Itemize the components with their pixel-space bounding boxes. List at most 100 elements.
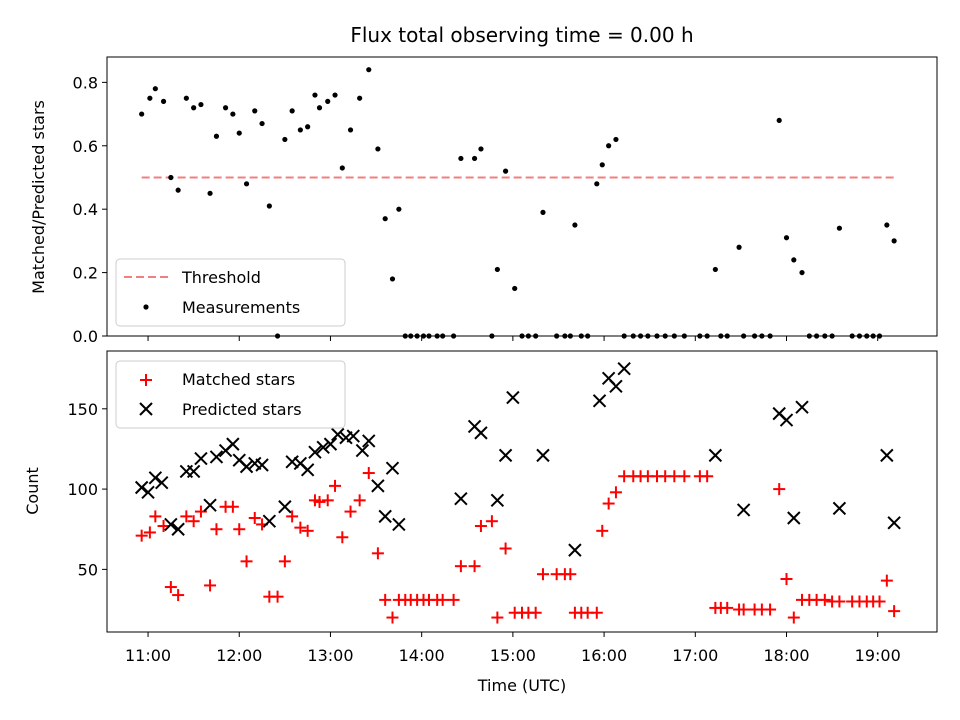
predicted-stars-point [795,400,809,414]
matched-stars-point [499,542,512,555]
measurement-point [213,133,220,139]
predicted-legend-marker [139,402,153,416]
matched-stars-point [833,595,846,608]
matched-stars-point [787,611,800,624]
predicted-stars-point [568,543,582,557]
measurement-point [297,127,303,133]
matched-stars-point [668,470,681,483]
predicted-stars-point [255,458,269,472]
threshold-legend-label: Threshold [181,268,261,287]
x-tick-label: 11:00 [125,646,171,665]
measurement-point [791,257,797,263]
matched-stars-point [278,555,291,568]
matched-stars-point [880,574,893,587]
matched-stars-point [764,603,777,616]
predicted-stars-point [536,448,550,463]
measurement-point [572,222,578,228]
y-tick-label: 0.2 [73,264,98,283]
measurement-point [471,155,478,162]
predicted-stars-point [194,451,208,466]
matched-stars-point [204,579,217,592]
matched-stars-point [180,510,193,523]
matched-stars-point [226,500,239,513]
y-tick-label: 0.0 [73,327,98,346]
matched-stars-point [336,531,349,544]
chart-title: Flux total observing time = 0.00 h [350,23,693,47]
measurement-point [783,235,790,241]
measurement-point [183,95,189,101]
x-tick-label: 13:00 [307,646,353,665]
bottom-legend: Matched stars Predicted stars [115,360,346,429]
x-axis-label: Time (UTC) [477,676,566,695]
measurement-point [357,95,363,101]
top-axes-frame [106,56,938,337]
matched-stars-point [780,573,793,586]
matched-stars-point [329,479,342,492]
measurement-point [282,136,288,143]
matched-stars-point [485,515,498,528]
measurement-point [236,130,242,136]
measurement-point [891,238,897,244]
measurement-point [325,98,331,104]
predicted-stars-point [331,427,345,442]
matched-stars-point [286,510,299,523]
matched-stars-point [271,590,284,603]
predicted-stars-point [316,440,330,455]
matched-stars-point [474,520,487,533]
measurement-point [305,124,311,130]
predicted-stars-point [609,379,623,394]
y-tick-label: 100 [67,480,98,499]
predicted-stars-point [454,492,468,506]
measurement-point [289,108,295,114]
matched-stars-point [353,494,366,507]
predicted-stars-point [378,509,392,524]
measurement-point [712,266,718,273]
measurement-point [366,67,372,73]
measurement-point [139,111,145,117]
matched-stars-point [678,470,691,483]
measurement-point [502,168,509,174]
matched-stars-point [888,605,901,618]
measurement-point [259,120,265,127]
measurement-point [198,101,204,108]
matched-stars-point [210,523,223,536]
measurement-point [594,181,600,187]
matched-stars-point [164,581,177,594]
predicted-stars-point [226,437,240,451]
matched-stars-point [143,526,156,539]
matched-stars-point [371,547,384,560]
x-tick-label: 19:00 [855,646,901,665]
measurement-point [347,127,354,133]
bottom-y-axis-label: Count [23,467,42,515]
y-tick-label: 150 [67,400,98,419]
y-tick-label: 50 [78,560,98,579]
x-tick-label: 14:00 [399,646,445,665]
matched-stars-point [701,470,714,483]
predicted-stars-point [832,501,847,516]
matched-stars-point [248,511,261,524]
predicted-stars-point [141,485,155,500]
measurement-point [332,92,338,98]
matched-stars-point [737,603,750,616]
matched-stars-point [596,524,609,537]
predicted-stars-point [498,448,513,463]
predicted-stars-point [490,493,505,508]
measurement-point [243,181,250,187]
predicted-stars-point [164,517,178,532]
measurement-point [736,244,742,250]
predicted-stars-point [148,471,163,485]
predicted-stars-point [171,522,185,536]
predicted-stars-point [887,516,901,530]
predicted-stars-point [209,450,224,464]
y-tick-label: 0.6 [73,137,98,156]
matched-stars-point [321,494,334,507]
top-legend-box [115,258,346,327]
predicted-stars-point [371,479,385,493]
bottom-axes: Count Time (UTC) 50 100 150 11:00 12:00 13:00… [23,350,938,695]
measurement-point [613,136,619,143]
matched-legend-label: Matched stars [182,370,295,389]
measurement-point [191,105,197,111]
bottom-ticks: 50 100 150 11:00 12:00 13:00 14:00 15:00 16:00 17… [67,400,900,665]
